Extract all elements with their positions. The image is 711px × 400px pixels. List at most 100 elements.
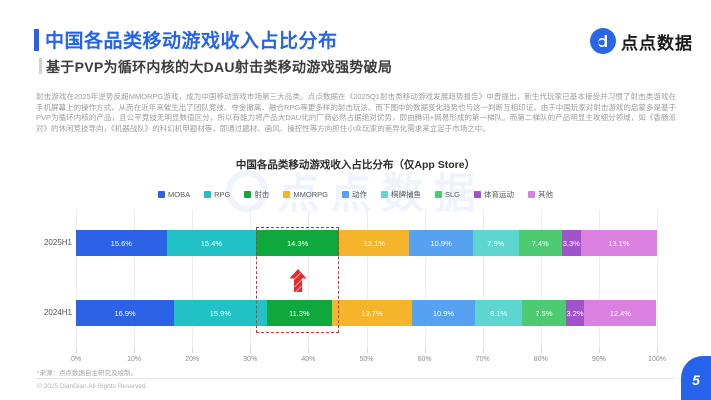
bar-segment: 16.9%	[76, 300, 175, 326]
axis-label: 60%	[417, 356, 432, 363]
axis-label: 100%	[648, 356, 666, 363]
segment-value-label: 15.6%	[110, 238, 132, 248]
axis-tick	[366, 348, 368, 353]
legend-item: 动作	[341, 189, 367, 200]
segment-value-label: 13.7%	[361, 308, 383, 318]
bar-segment: 14.3%	[256, 230, 340, 256]
segment-value-label: 7.4%	[531, 238, 549, 248]
legend-swatch	[283, 191, 291, 198]
chart-title: 中国各品类移动游戏收入占比分布（仅App Store）	[235, 159, 476, 171]
axis-tick	[540, 348, 542, 353]
copyright-text: © 2025 DianDian.All Rights Reserved.	[37, 383, 148, 390]
axis-tick	[76, 348, 77, 353]
axis-tick	[598, 348, 600, 353]
legend-swatch	[380, 191, 388, 198]
segment-value-label: 12.1%	[363, 238, 385, 248]
bar-segment: 15.4%	[166, 230, 257, 256]
subtitle-accent-bar	[39, 58, 42, 74]
bar-segment: 10.9%	[411, 300, 476, 326]
bar-segments: 15.6% 15.4% 14.3% 12.1% 10.9% 7.9% 7.4% 3.3% 13.…	[76, 230, 657, 256]
footer-divider	[36, 378, 675, 379]
up-arrow-icon	[289, 269, 307, 297]
plot-area: 0% 10% 20% 30% 40% 50% 60% 70% 80% 90% 100% 2025H1 1…	[44, 210, 666, 363]
bar-segment: 3.3%	[561, 230, 581, 256]
bar-segment: 3.2%	[565, 300, 585, 326]
gridline	[134, 210, 136, 348]
bar-segment: 13.7%	[332, 300, 412, 326]
bar-segment: 7.4%	[518, 230, 562, 256]
bar-segments: 16.9% 15.9% 11.3% 13.7% 10.9% 8.1% 7.5% 3.2% 12.…	[76, 300, 657, 326]
gridline	[250, 210, 252, 348]
legend-label: MOBA	[168, 190, 191, 199]
legend-swatch	[473, 191, 481, 198]
legend-item: RPG	[204, 189, 230, 200]
diandian-logo-icon: d	[590, 28, 616, 54]
intro-paragraph: 射击游戏在2025年逆势反超MMORPG游戏，成为中国移动游戏市场第三大品类。点…	[36, 92, 676, 133]
bar-segment: 12.1%	[339, 230, 410, 256]
bar-segment: 12.4%	[584, 300, 657, 326]
bar-row: 2024H1 16.9% 15.9% 11.3% 13.7% 10.9% 8.1% 7.5% 3…	[44, 300, 657, 326]
legend-swatch	[434, 191, 442, 198]
axis-tick	[424, 348, 426, 353]
legend-swatch	[158, 191, 166, 198]
gridline	[424, 210, 426, 348]
segment-value-label: 8.1%	[490, 308, 508, 318]
bar-segment: 7.9%	[472, 230, 519, 256]
page-title: 中国各品类移动游戏收入占比分布	[45, 31, 338, 52]
axis-label: 10%	[127, 356, 142, 363]
page-number-tab: 5	[681, 356, 711, 400]
gridline	[192, 210, 194, 348]
axis-tick	[308, 348, 310, 353]
segment-value-label: 13.1%	[608, 238, 630, 248]
legend-label: SLG	[444, 190, 460, 199]
legend-swatch	[527, 191, 535, 198]
page-number: 5	[692, 372, 700, 388]
axis-tick	[134, 348, 136, 353]
legend-label: 棋牌捕鱼	[390, 190, 421, 199]
gridline	[76, 210, 77, 348]
segment-value-label: 11.3%	[289, 308, 310, 318]
bar-segment: 15.9%	[174, 300, 267, 326]
legend-item: SLG	[434, 189, 460, 200]
legend-label: 动作	[351, 190, 367, 199]
bar-segment: 8.1%	[475, 300, 523, 326]
legend-swatch	[244, 191, 252, 198]
diandian-logo: d 点点数据	[590, 28, 693, 54]
segment-value-label: 14.3%	[286, 238, 309, 248]
bar-row-label: 2025H1	[43, 238, 72, 247]
axis-tick	[250, 348, 252, 353]
legend-label: RPG	[214, 190, 231, 199]
bar-segment: 11.3%	[266, 300, 333, 326]
gridline	[308, 210, 310, 348]
gridline	[482, 210, 484, 348]
segment-value-label: 10.9%	[432, 308, 455, 318]
axis-label: 70%	[475, 356, 490, 363]
legend-label: 体育运动	[483, 190, 514, 199]
legend-item: MOBA	[158, 189, 190, 200]
axis-tick	[482, 348, 484, 353]
gridline	[598, 210, 600, 348]
bar-segment: 13.1%	[580, 230, 657, 256]
page-subtitle: 基于PVP为循环内核的大DAU射击类移动游戏强势破局	[46, 59, 393, 75]
bar-segment: 10.9%	[409, 230, 473, 256]
legend-item: MMORPG	[283, 189, 328, 200]
gridline	[657, 210, 658, 348]
segment-value-label: 12.4%	[609, 308, 631, 318]
segment-value-label: 3.2%	[566, 308, 584, 318]
axis-label: 80%	[533, 356, 548, 363]
segment-value-label: 15.4%	[200, 238, 222, 248]
chart-legend: MOBA RPG 射击 MMORPG 动作 棋牌捕鱼 SLG 体育运动 其他	[0, 189, 711, 200]
axis-label: 40%	[301, 356, 316, 363]
segment-value-label: 15.9%	[209, 308, 232, 318]
legend-label: 射击	[254, 190, 270, 199]
legend-item: 体育运动	[473, 189, 514, 200]
axis-label: 0%	[70, 356, 82, 363]
axis-label: 90%	[591, 356, 606, 363]
highlight-box	[256, 227, 340, 333]
segment-value-label: 16.9%	[114, 308, 136, 318]
bar-row: 2025H1 15.6% 15.4% 14.3% 12.1% 10.9% 7.9% 7.4% 3…	[44, 230, 657, 256]
axis-label: 30%	[243, 356, 258, 363]
title-accent-bar	[34, 29, 39, 51]
source-note: *来源：点点数据自主研究及绘制。	[37, 370, 138, 377]
